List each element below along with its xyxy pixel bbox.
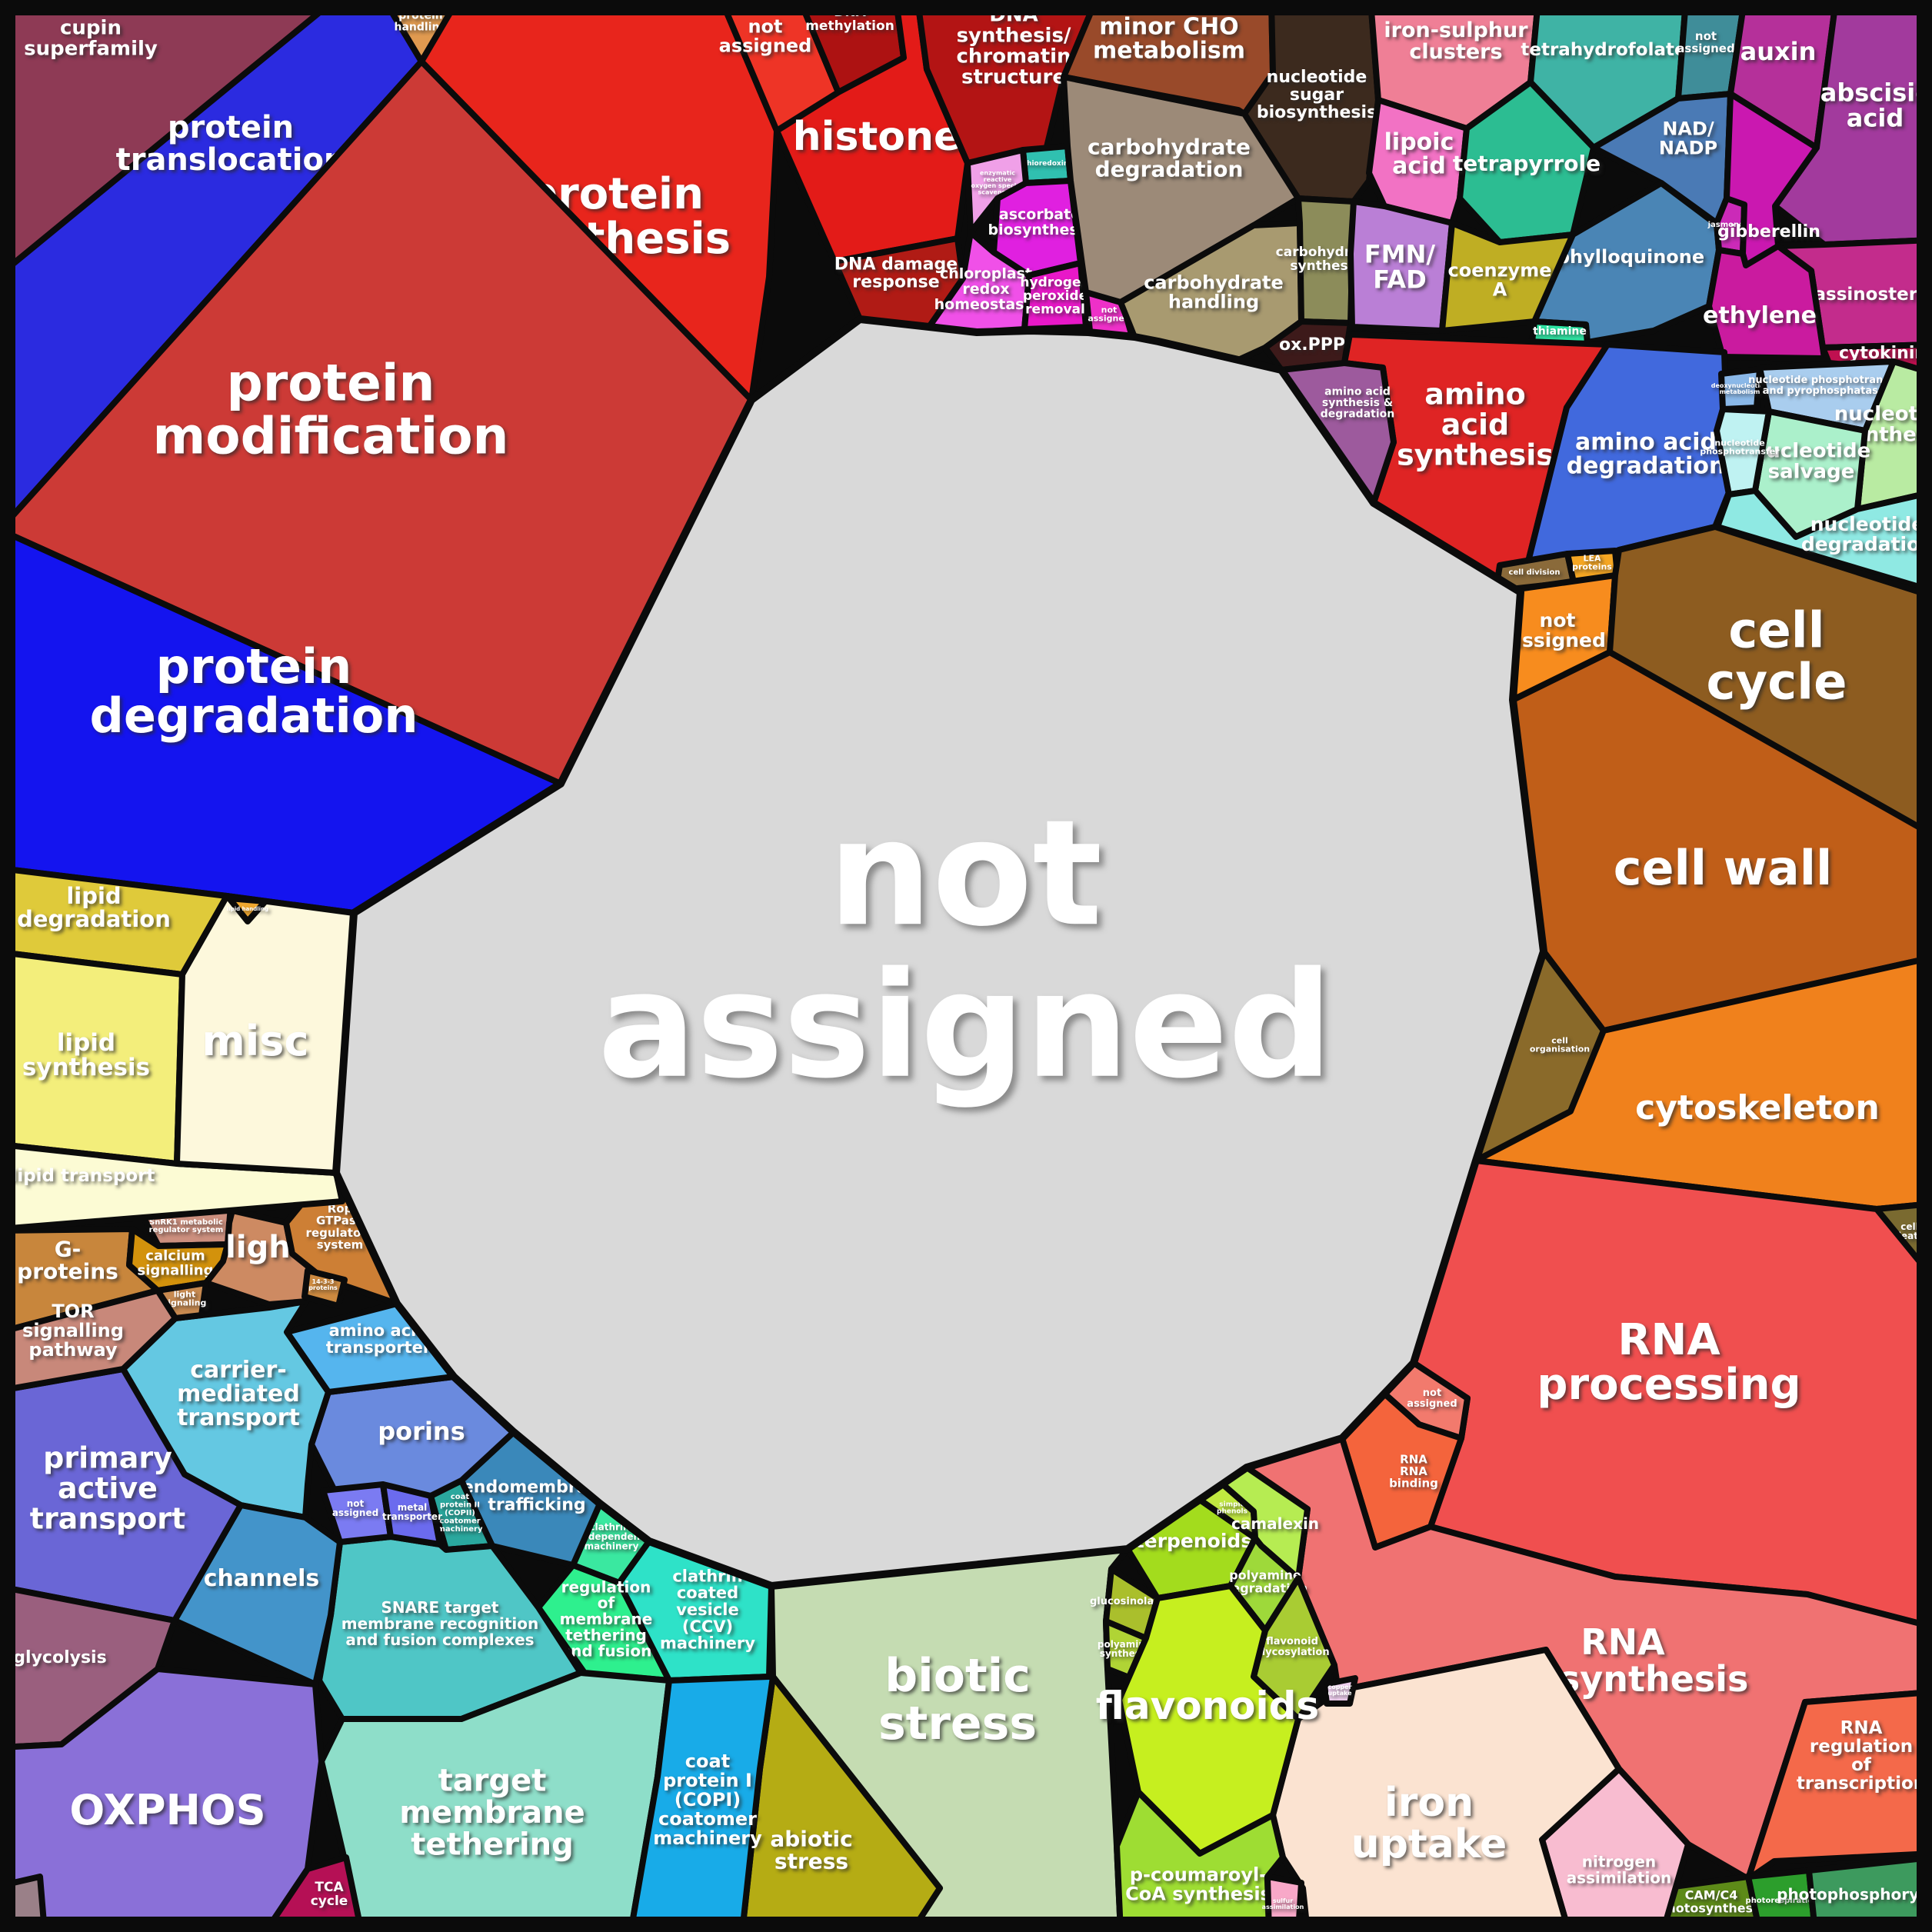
- cell-copi-machinery: [628, 1674, 776, 1932]
- cell-oxphos: [0, 1666, 325, 1932]
- cell-photophosphorylation: [1806, 1854, 1932, 1932]
- cell-tca-cycle: [262, 1854, 365, 1932]
- cell-h2o2-removal: [1021, 260, 1089, 332]
- cell-ethylene: [1706, 243, 1827, 361]
- cell-tor: [0, 1287, 178, 1394]
- cell-fourteen-three-three: [301, 1267, 348, 1309]
- cell-thioredoxin: [1020, 143, 1074, 186]
- cell-lipid-synthesis: [0, 949, 185, 1167]
- cell-cell-cycle: [1607, 524, 1932, 838]
- cell-deoxynucleotide: [1718, 366, 1763, 412]
- cell-not-assigned-center: [332, 315, 1547, 1590]
- cell-copper-uptake: [1321, 1675, 1358, 1707]
- cell-nucleotide-degradation: [1714, 488, 1932, 594]
- cell-rna-regulation: [1745, 1689, 1932, 1882]
- cell-fmn-fad: [1347, 198, 1455, 334]
- cell-lipid-handling: [226, 895, 268, 924]
- cell-metal-transporter: [380, 1481, 443, 1547]
- cell-carbohydrate-synthesis: [1295, 195, 1357, 326]
- cell-coenzyme-a: [1439, 220, 1576, 334]
- cell-misc: [174, 893, 357, 1176]
